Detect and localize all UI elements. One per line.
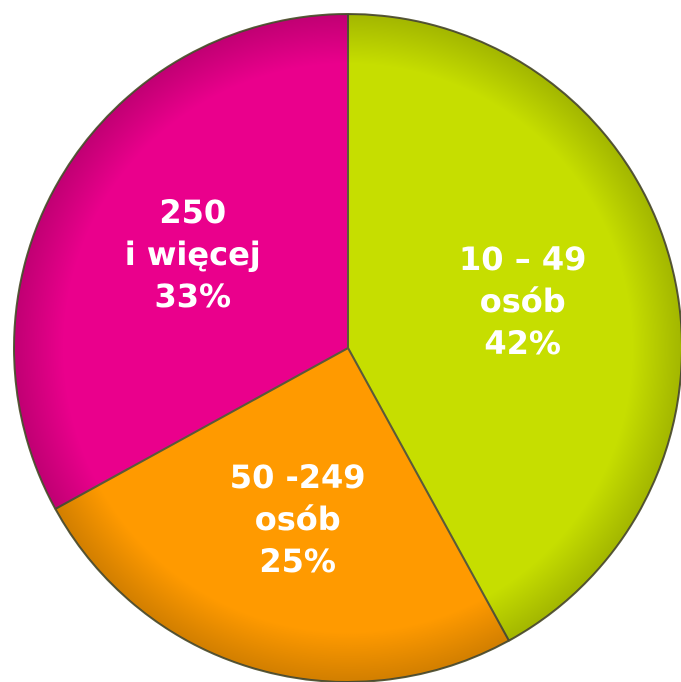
category-label: osób: [480, 282, 566, 320]
value-label: 25%: [259, 542, 336, 580]
category-label: 250: [159, 193, 226, 231]
category-label: 10 – 49: [459, 240, 586, 278]
category-label: osób: [255, 500, 341, 538]
category-label: i więcej: [125, 235, 261, 273]
value-label: 42%: [484, 324, 561, 362]
category-label: 50 -249: [230, 458, 366, 496]
slice-label: 50 -249 osób 25%: [230, 458, 366, 580]
slice-label: 10 – 49 osób 42%: [459, 240, 586, 362]
slice-label: 250 i więcej 33%: [125, 193, 261, 315]
value-label: 33%: [154, 277, 231, 315]
